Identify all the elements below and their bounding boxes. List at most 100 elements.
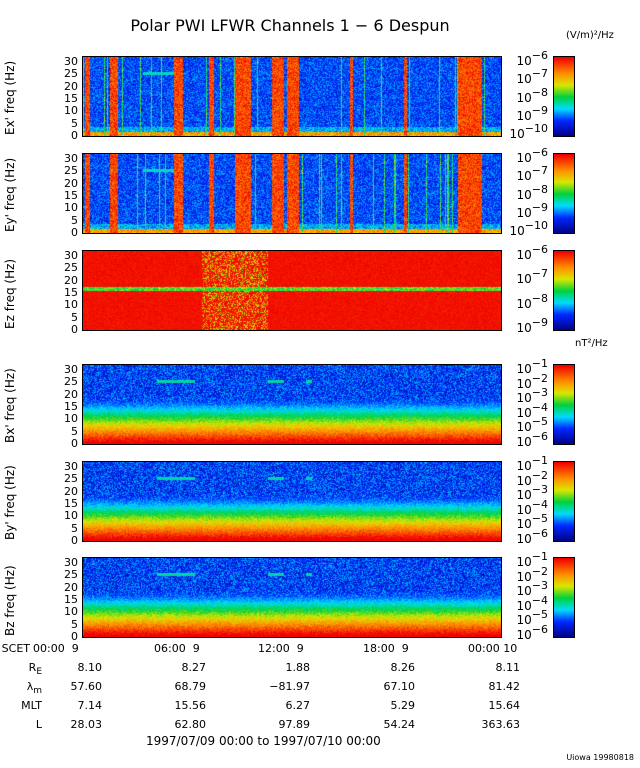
colorbar-unit: nT²/Hz [575,338,608,349]
y-tick-label: 10 [64,201,78,215]
ephemeris-value: 8.27 [181,661,207,674]
colorbar-tick-label: 10−9 [516,200,549,220]
y-tick-label: 0 [71,226,78,239]
colorbar-tick-label: 10−9 [516,103,549,123]
colorbar [553,56,575,137]
y-tick-label: 20 [64,176,78,190]
y-axis-label: Bx' freq (Hz) [3,368,17,443]
colorbar-tick-label: 10−10 [509,219,549,238]
y-axis-label: Ey' freq (Hz) [3,157,17,232]
ephemeris-value: 12:00 9 [258,642,304,655]
colorbar-tick-label: 10−1 [516,550,549,569]
y-axis-label: Bz freq (Hz) [3,565,17,636]
ephemeris-value: 06:00 9 [154,642,200,655]
colorbar-tick-label: 10−7 [516,164,549,184]
colorbar-tick-label: 10−6 [516,623,549,642]
colorbar-tick-label: 10−5 [516,512,549,532]
colorbar [553,250,575,331]
y-tick-label: 30 [64,151,78,165]
ephemeris-value: 8.11 [495,661,521,674]
y-tick-label: 15 [64,399,78,413]
ephemeris-label: RE [28,661,42,678]
colorbar-unit: (V/m)²/Hz [566,30,614,41]
spectrogram-panel-2 [82,153,502,234]
spectrogram-image [83,251,501,330]
y-tick-label: 30 [64,362,78,376]
ephemeris-value: 15.64 [488,699,521,712]
colorbar-tick-label: 10−6 [516,146,549,165]
ephemeris-value: 62.80 [174,718,207,731]
y-tick-label: 5 [71,521,78,535]
colorbar-tick-label: 10−8 [516,85,549,105]
y-tick-label: 10 [64,298,78,312]
ephemeris-value: 57.60 [70,680,103,693]
ephemeris-value: 28.03 [70,718,103,731]
colorbar [553,364,575,445]
colorbar-tick-label: 10−1 [516,357,549,376]
colorbar-tick-label: 10−3 [516,579,549,599]
y-tick-label: 5 [71,310,78,324]
colorbar-tick-label: 10−3 [516,483,549,503]
ephemeris-value: 00:00 9 [33,642,79,655]
ephemeris-value: 8.26 [390,661,416,674]
ephemeris-value: 1.88 [285,661,311,674]
colorbar-tick-label: 10−5 [516,415,549,435]
colorbar-tick-label: 10−6 [516,49,549,68]
ephemeris-value: 7.14 [77,699,103,712]
y-tick-label: 0 [71,534,78,547]
ephemeris-label: SCET [1,642,30,655]
colorbar-tick-label: 10−10 [509,122,549,141]
spectrogram-image [83,558,501,637]
y-tick-label: 25 [64,375,78,389]
colorbar-tick-label: 10−2 [516,468,549,488]
colorbar-tick-label: 10−2 [516,564,549,584]
y-axis-label: Ex' freq (Hz) [3,60,17,135]
y-tick-label: 0 [71,437,78,450]
y-tick-label: 15 [64,91,78,105]
y-axis-label: Ez freq (Hz) [3,258,17,329]
spectrogram-panel-6 [82,557,502,638]
y-tick-label: 5 [71,116,78,130]
ephemeris-value: 81.42 [488,680,521,693]
ephemeris-label: L [35,718,42,731]
y-tick-label: 0 [71,323,78,336]
colorbar-tick-label: 10−1 [516,454,549,473]
spectrogram-panel-1 [82,56,502,137]
spectrogram-panel-5 [82,461,502,542]
y-tick-label: 25 [64,261,78,275]
ephemeris-value: 67.10 [383,680,416,693]
ephemeris-value: 97.89 [278,718,311,731]
colorbar-tick-label: 10−4 [516,400,549,420]
spectrogram-panel-4 [82,364,502,445]
ephemeris-value: 54.24 [383,718,416,731]
colorbar-tick-label: 10−8 [516,291,549,311]
y-tick-label: 30 [64,555,78,569]
y-tick-label: 30 [64,459,78,473]
colorbar-tick-label: 10−4 [516,497,549,517]
y-tick-label: 30 [64,54,78,68]
y-tick-label: 20 [64,580,78,594]
y-tick-label: 20 [64,79,78,93]
ephemeris-value: 68.79 [174,680,207,693]
y-tick-label: 5 [71,424,78,438]
spectrogram-image [83,154,501,233]
ephemeris-value: 5.29 [390,699,416,712]
colorbar-tick-label: 10−6 [516,430,549,449]
colorbar [553,461,575,542]
y-tick-label: 20 [64,387,78,401]
y-tick-label: 5 [71,213,78,227]
colorbar-tick-label: 10−2 [516,371,549,391]
colorbar-tick-label: 10−6 [516,527,549,546]
ephemeris-value: 6.27 [285,699,311,712]
colorbar-tick-label: 10−9 [516,316,549,335]
y-tick-label: 10 [64,509,78,523]
colorbar-tick-label: 10−7 [516,267,549,287]
y-tick-label: 15 [64,592,78,606]
y-tick-label: 15 [64,188,78,202]
y-tick-label: 10 [64,605,78,619]
y-axis-label: By' freq (Hz) [3,465,17,540]
y-tick-label: 30 [64,248,78,262]
y-tick-label: 0 [71,630,78,643]
y-tick-label: 10 [64,412,78,426]
y-tick-label: 15 [64,496,78,510]
